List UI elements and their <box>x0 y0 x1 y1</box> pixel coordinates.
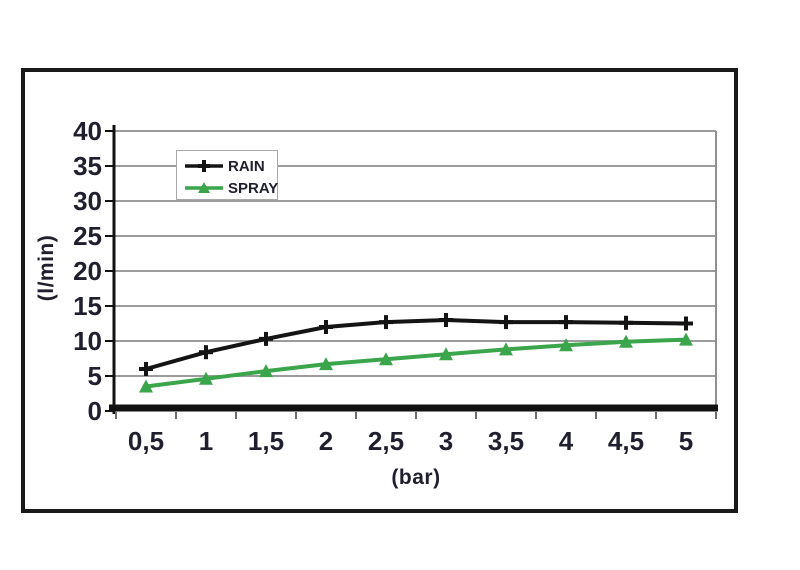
svg-text:20: 20 <box>73 256 102 286</box>
svg-text:3,5: 3,5 <box>488 426 524 456</box>
spray-line-marker-icon <box>185 182 223 193</box>
y-axis-title: (l/min) <box>35 234 58 302</box>
legend-label-rain: RAIN <box>228 157 265 175</box>
svg-text:30: 30 <box>73 186 102 216</box>
svg-text:3: 3 <box>439 426 453 456</box>
svg-text:5: 5 <box>88 361 102 391</box>
svg-text:0: 0 <box>88 396 102 426</box>
svg-text:25: 25 <box>73 221 102 251</box>
legend-item-rain: RAIN <box>184 155 277 177</box>
legend-label-spray: SPRAY <box>228 179 279 197</box>
svg-text:4: 4 <box>559 426 574 456</box>
svg-text:2,5: 2,5 <box>368 426 404 456</box>
svg-text:1: 1 <box>199 426 213 456</box>
svg-text:2: 2 <box>319 426 333 456</box>
legend-item-spray: SPRAY <box>184 177 279 199</box>
svg-text:1,5: 1,5 <box>248 426 284 456</box>
svg-text:15: 15 <box>73 291 102 321</box>
svg-text:40: 40 <box>73 116 102 146</box>
svg-text:35: 35 <box>73 151 102 181</box>
x-axis-title: (bar) <box>391 466 441 489</box>
svg-text:4,5: 4,5 <box>608 426 644 456</box>
rain-line-marker-icon <box>185 160 223 172</box>
figure-frame <box>21 68 738 513</box>
svg-text:10: 10 <box>73 326 102 356</box>
svg-text:0,5: 0,5 <box>128 426 164 456</box>
legend: RAIN SPRAY <box>176 150 278 200</box>
svg-text:5: 5 <box>679 426 693 456</box>
